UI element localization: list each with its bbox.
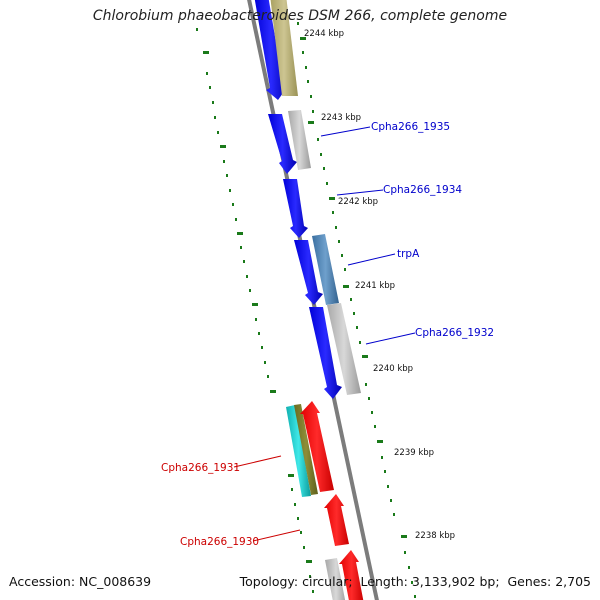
feature-steel[interactable] [312, 234, 339, 305]
cds-feature[interactable] [324, 494, 349, 546]
cds-feature[interactable] [339, 550, 364, 600]
tick-label: 2242 kbp [338, 197, 378, 207]
feature-khaki[interactable] [270, 0, 298, 96]
tick-label: 2239 kbp [394, 448, 434, 458]
gene-labels: Cpha266_1935 Cpha266_1934 trpA Cpha266_1… [161, 121, 494, 548]
cds-feature[interactable] [300, 401, 334, 492]
gene-label-cpha266-1934[interactable]: Cpha266_1934 [383, 184, 462, 196]
genes-label: Genes: [507, 574, 552, 589]
accession-info: Accession: NC_008639 [9, 574, 151, 589]
feature-cyan[interactable] [286, 405, 311, 497]
tick-label: 2241 kbp [355, 281, 395, 291]
label-leader-lines [233, 126, 416, 542]
reverse-strand-features [286, 401, 364, 600]
gene-label-cpha266-1931[interactable]: Cpha266_1931 [161, 462, 240, 474]
genes-value: 2,705 [555, 574, 591, 589]
outer-tick-ring [297, 22, 416, 598]
feature-olive[interactable] [294, 404, 318, 495]
cds-feature[interactable] [268, 114, 297, 174]
topology-label: Topology: [239, 574, 299, 589]
cds-feature[interactable] [283, 179, 308, 238]
kbp-tick-labels: 2244 kbp 2243 kbp 2242 kbp 2241 kbp 2240… [304, 29, 455, 541]
gene-label-cpha266-1935[interactable]: Cpha266_1935 [371, 121, 450, 133]
length-value: 3,133,902 bp [411, 574, 496, 589]
length-label: Length: [360, 574, 408, 589]
forward-strand-features [254, 0, 361, 399]
feature-gray[interactable] [288, 110, 311, 170]
topology-value: circular [302, 574, 349, 589]
feature-gray[interactable] [325, 558, 347, 600]
cds-feature[interactable] [294, 240, 323, 305]
feature-gray[interactable] [327, 303, 361, 395]
tick-label: 2243 kbp [321, 113, 361, 123]
gene-label-cpha266-1932[interactable]: Cpha266_1932 [415, 327, 494, 339]
gene-label-cpha266-1930[interactable]: Cpha266_1930 [180, 536, 259, 548]
tick-label: 2240 kbp [373, 364, 413, 374]
map-title: Chlorobium phaeobacteroides DSM 266, com… [92, 8, 508, 24]
cds-feature[interactable] [309, 307, 342, 399]
gene-label-trpa[interactable]: trpA [397, 248, 420, 260]
tick-label: 2244 kbp [304, 29, 344, 39]
inner-tick-ring [196, 28, 314, 593]
accession-label: Accession: [9, 574, 76, 589]
tick-label: 2238 kbp [415, 531, 455, 541]
genome-stats: Topology: circular; Length: 3,133,902 bp… [239, 574, 591, 589]
accession-value: NC_008639 [79, 574, 152, 589]
